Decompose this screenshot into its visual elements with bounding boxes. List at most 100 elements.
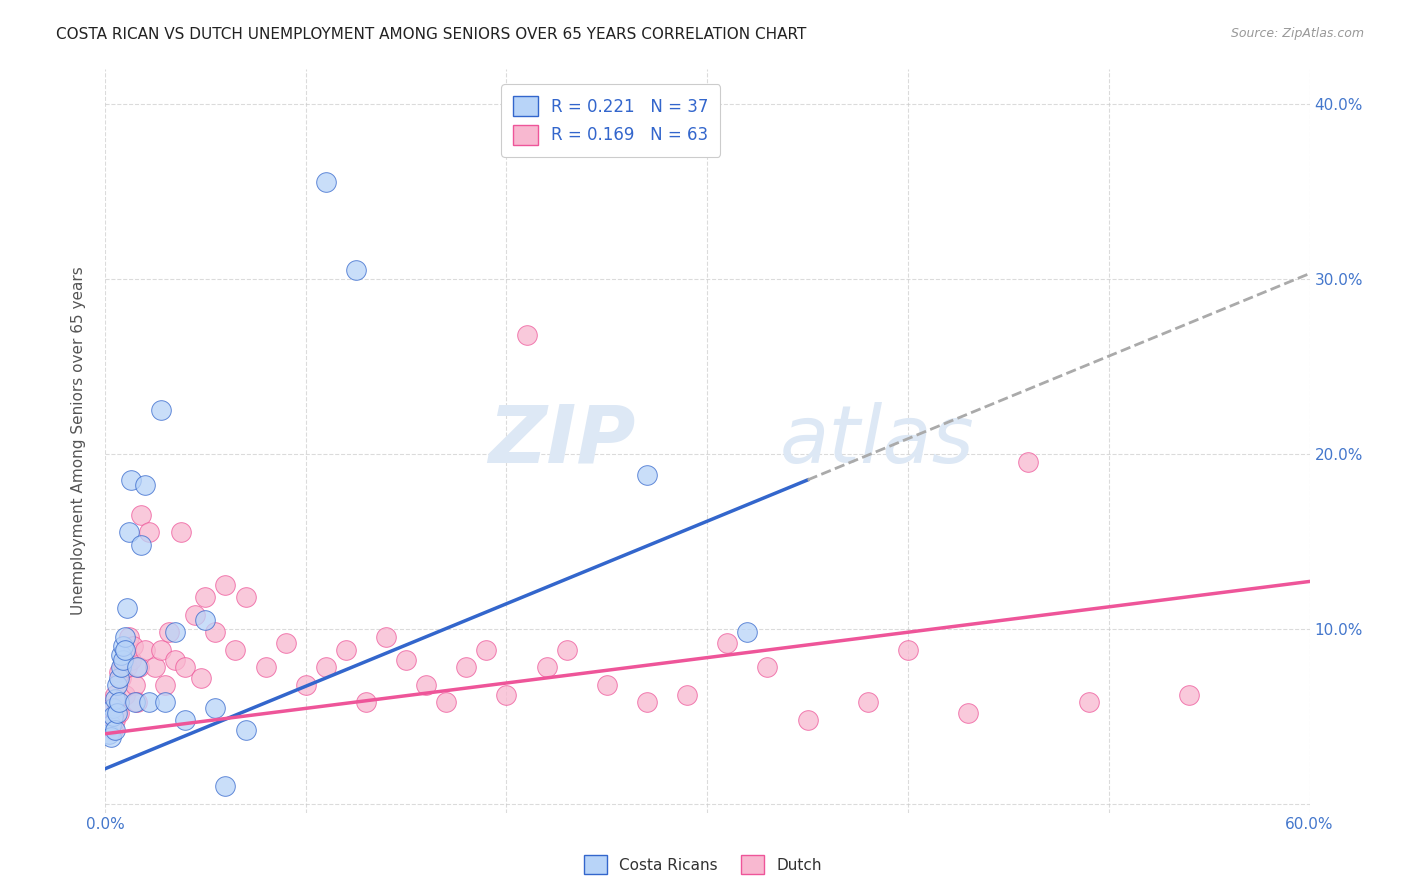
Point [104,723,127,738]
Point [335,642,357,657]
Point [143,660,166,674]
Point [114,688,136,702]
Point [124,695,146,709]
Point [170,525,193,540]
Point [716,636,738,650]
Point [138,525,160,540]
Point [134,642,156,657]
Point [1017,455,1039,469]
Point [105,678,128,692]
Point [150,403,173,417]
Point [127,660,149,674]
Point [98,713,121,727]
Point [434,695,457,709]
Point [150,642,173,657]
Point [194,613,217,627]
Point [105,706,128,720]
Point [235,723,257,738]
Point [344,263,367,277]
Point [224,642,246,657]
Point [676,688,699,702]
Point [101,709,124,723]
Point [114,642,136,657]
Point [138,695,160,709]
Point [100,718,122,732]
Point [101,700,124,714]
Point [110,648,132,662]
Point [756,660,779,674]
Point [108,671,131,685]
Point [254,660,277,674]
Text: COSTA RICAN VS DUTCH UNEMPLOYMENT AMONG SENIORS OVER 65 YEARS CORRELATION CHART: COSTA RICAN VS DUTCH UNEMPLOYMENT AMONG … [56,27,807,42]
Point [190,671,212,685]
Point [98,727,121,741]
Point [194,591,217,605]
Point [112,653,135,667]
Point [636,695,658,709]
Point [165,653,187,667]
Point [1077,695,1099,709]
Text: atlas: atlas [779,401,974,480]
Point [294,678,316,692]
Point [214,779,236,793]
Point [112,639,135,653]
Point [155,695,177,709]
Point [395,653,418,667]
Point [110,671,132,685]
Point [636,467,658,482]
Point [120,653,142,667]
Point [127,695,149,709]
Point [204,625,226,640]
Point [796,713,818,727]
Point [105,700,128,714]
Point [204,700,226,714]
Point [555,642,578,657]
Point [112,657,135,671]
Point [129,508,152,522]
Point [104,688,127,702]
Point [274,636,297,650]
Point [516,327,538,342]
Point [596,678,619,692]
Point [134,478,156,492]
Point [108,695,131,709]
Point [101,723,124,738]
Point [165,625,187,640]
Point [184,607,207,622]
Point [110,660,132,674]
Point [114,631,136,645]
Legend: Costa Ricans, Dutch: Costa Ricans, Dutch [578,849,828,880]
Point [375,631,398,645]
Point [129,538,152,552]
Point [118,525,141,540]
Point [115,660,138,674]
Point [122,639,145,653]
Point [456,660,478,674]
Point [155,678,177,692]
Text: ZIP: ZIP [488,401,636,480]
Point [1178,688,1201,702]
Point [157,625,180,640]
Point [354,695,377,709]
Point [100,731,122,745]
Point [108,706,131,720]
Point [315,660,337,674]
Point [415,678,437,692]
Point [100,700,122,714]
Point [124,678,146,692]
Point [737,625,759,640]
Point [104,713,127,727]
Point [856,695,879,709]
Y-axis label: Unemployment Among Seniors over 65 years: Unemployment Among Seniors over 65 years [72,266,86,615]
Point [235,591,257,605]
Point [120,473,142,487]
Point [115,600,138,615]
Legend: R = 0.221   N = 37, R = 0.169   N = 63: R = 0.221 N = 37, R = 0.169 N = 63 [502,84,720,157]
Point [475,642,498,657]
Point [495,688,517,702]
Point [897,642,920,657]
Text: Source: ZipAtlas.com: Source: ZipAtlas.com [1230,27,1364,40]
Point [957,706,980,720]
Point [108,665,131,680]
Point [174,660,197,674]
